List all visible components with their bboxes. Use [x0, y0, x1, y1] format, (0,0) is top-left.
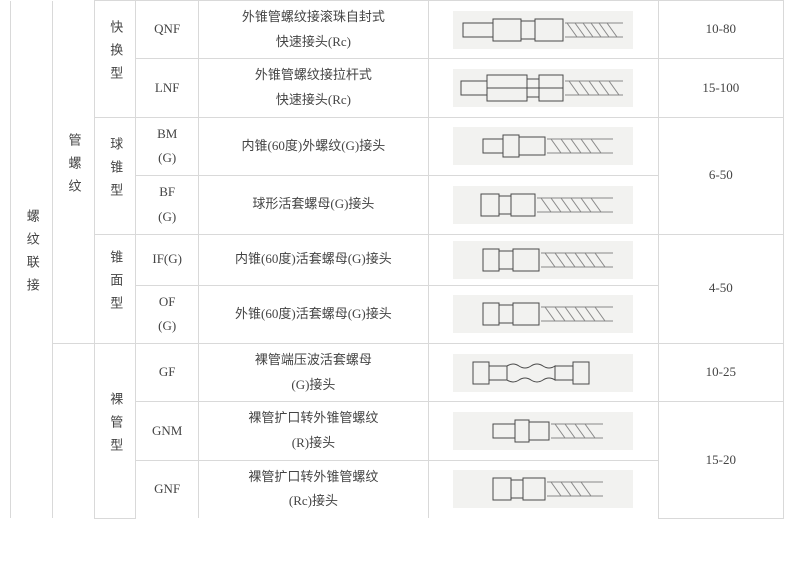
range-r8: 15-20 [658, 402, 783, 518]
range-r7: 10-25 [658, 343, 783, 401]
fitting-icon [453, 69, 633, 107]
group-3: 锥面型 [94, 234, 136, 343]
range-r1: 10-80 [658, 1, 783, 59]
fitting-icon [453, 354, 633, 392]
group-4: 裸管型 [94, 343, 136, 518]
code-r5: IF(G) [136, 234, 199, 285]
desc-r2: 外锥管螺纹接拉杆式快速接头(Rc) [199, 59, 429, 117]
group-1: 快换型 [94, 1, 136, 118]
fitting-icon [453, 470, 633, 508]
fittings-table: 螺纹联接 管螺纹 快换型 QNF 外锥管螺纹接滚珠自封式快速接头(Rc) 10-… [10, 0, 784, 519]
image-r4 [428, 176, 658, 234]
desc-r8: 裸管扩口转外锥管螺纹(R)接头 [199, 402, 429, 460]
code-r4: BF(G) [136, 176, 199, 234]
desc-r5: 内锥(60度)活套螺母(G)接头 [199, 234, 429, 285]
fitting-icon [453, 127, 633, 165]
code-r7: GF [136, 343, 199, 401]
category-2: 管螺纹 [52, 1, 94, 344]
category-2-empty [52, 343, 94, 518]
fitting-icon [453, 11, 633, 49]
desc-r4: 球形活套螺母(G)接头 [199, 176, 429, 234]
range-r3: 6-50 [658, 117, 783, 234]
code-r1: QNF [136, 1, 199, 59]
desc-r6: 外锥(60度)活套螺母(G)接头 [199, 285, 429, 343]
image-r7 [428, 343, 658, 401]
range-r5: 4-50 [658, 234, 783, 343]
code-r3: BM(G) [136, 117, 199, 175]
image-r3 [428, 117, 658, 175]
desc-r9: 裸管扩口转外锥管螺纹(Rc)接头 [199, 460, 429, 518]
image-r5 [428, 234, 658, 285]
code-r2: LNF [136, 59, 199, 117]
code-r8: GNM [136, 402, 199, 460]
code-r9: GNF [136, 460, 199, 518]
image-r6 [428, 285, 658, 343]
fitting-icon [453, 186, 633, 224]
image-r1 [428, 1, 658, 59]
group-2: 球锥型 [94, 117, 136, 234]
fitting-icon [453, 295, 633, 333]
image-r2 [428, 59, 658, 117]
desc-r1: 外锥管螺纹接滚珠自封式快速接头(Rc) [199, 1, 429, 59]
image-r9 [428, 460, 658, 518]
code-r6: OF(G) [136, 285, 199, 343]
fitting-icon [453, 241, 633, 279]
image-r8 [428, 402, 658, 460]
desc-r3: 内锥(60度)外螺纹(G)接头 [199, 117, 429, 175]
range-r2: 15-100 [658, 59, 783, 117]
fitting-icon [453, 412, 633, 450]
desc-r7: 裸管端压波活套螺母(G)接头 [199, 343, 429, 401]
category-1: 螺纹联接 [11, 1, 53, 519]
